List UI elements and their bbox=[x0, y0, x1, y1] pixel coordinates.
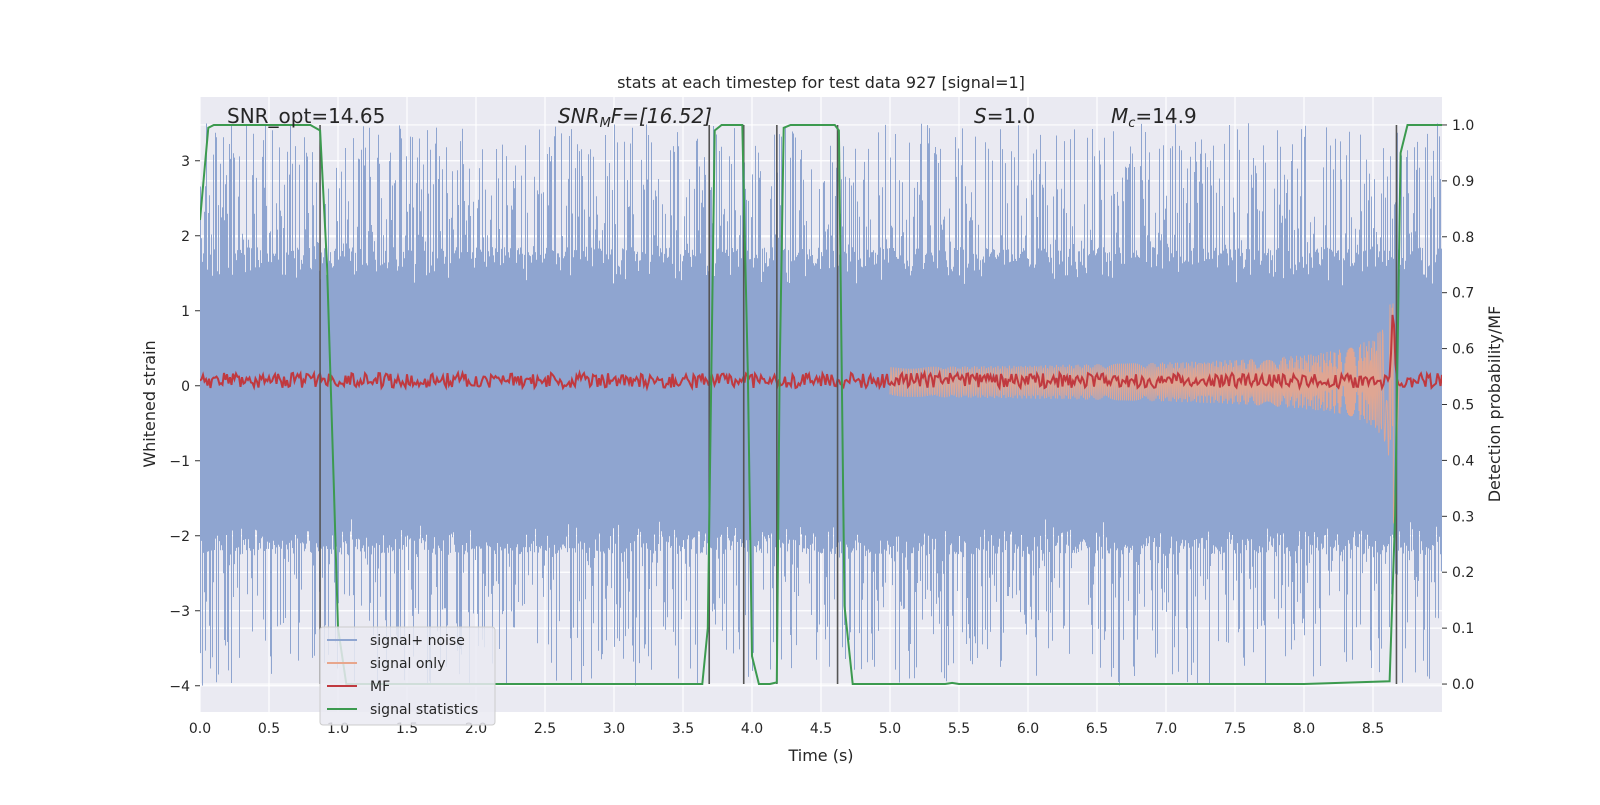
y-right-axis-label: Detection probability/MF bbox=[1485, 306, 1504, 503]
y-tick-label: −4 bbox=[169, 679, 190, 695]
x-tick-label: 7.0 bbox=[1155, 721, 1177, 737]
x-tick-label: 2.5 bbox=[534, 721, 556, 737]
signal-noise-series bbox=[200, 123, 1442, 686]
y-tick-label: −2 bbox=[169, 529, 190, 545]
legend-label-mf: MF bbox=[370, 679, 390, 695]
x-tick-label: 8.0 bbox=[1293, 721, 1315, 737]
y-right-tick-label: 0.8 bbox=[1452, 230, 1474, 246]
y-right-tick-label: 0.3 bbox=[1452, 509, 1474, 525]
y-tick-label: −1 bbox=[169, 454, 190, 470]
y-axis-label: Whitened strain bbox=[140, 340, 159, 467]
x-tick-label: 4.0 bbox=[741, 721, 763, 737]
signal-statistics-line bbox=[200, 124, 1442, 685]
y-right-tick-label: 0.9 bbox=[1452, 174, 1474, 190]
legend: signal+ noise signal only MF signal stat… bbox=[319, 626, 496, 726]
annotation-snr-mf-name: SNR bbox=[558, 104, 600, 128]
annotation-s-value: =1.0 bbox=[987, 104, 1036, 128]
y-right-axis-ticks: 0.0 0.1 0.2 0.3 0.4 0.5 0.6 0.7 0.8 0.9 1.0 bbox=[1442, 118, 1474, 693]
annotation-mc-value: =14.9 bbox=[1135, 104, 1196, 128]
y-right-tick-label: 0.6 bbox=[1452, 342, 1474, 358]
x-tick-label: 5.5 bbox=[948, 721, 970, 737]
y-right-tick-label: 0.4 bbox=[1452, 453, 1474, 469]
plot-area bbox=[200, 123, 1442, 686]
annotation-snr-mf-tail: F=[16.52] bbox=[611, 104, 712, 128]
x-tick-label: 7.5 bbox=[1224, 721, 1246, 737]
x-tick-label: 6.0 bbox=[1017, 721, 1039, 737]
y-right-tick-label: 0.2 bbox=[1452, 565, 1474, 581]
annotation-s-name: S bbox=[974, 104, 987, 128]
annotation-mc-sub: c bbox=[1128, 116, 1135, 131]
y-axis-ticks: −4 −3 −2 −1 0 1 2 3 bbox=[169, 154, 200, 695]
annotation-snr-opt: SNR_opt=14.65 bbox=[227, 104, 385, 128]
y-tick-label: 0 bbox=[181, 379, 190, 395]
annotation-snr-mf-sub: M bbox=[600, 116, 611, 131]
y-right-tick-label: 1.0 bbox=[1452, 118, 1474, 134]
annotation-mc: Mc=14.9 bbox=[1111, 104, 1197, 131]
x-tick-label: 3.5 bbox=[672, 721, 694, 737]
mf-series bbox=[200, 314, 1442, 392]
annotation-snr-mf: SNRMF=[16.52] bbox=[558, 104, 712, 131]
x-tick-label: 3.0 bbox=[603, 721, 625, 737]
y-tick-label: 2 bbox=[181, 229, 190, 245]
x-tick-label: 0.5 bbox=[258, 721, 280, 737]
y-tick-label: 3 bbox=[181, 154, 190, 170]
legend-box bbox=[319, 626, 496, 726]
legend-label-signal-noise: signal+ noise bbox=[370, 633, 465, 649]
chart-title: stats at each timestep for test data 927… bbox=[617, 73, 1025, 92]
annotation-mc-name: M bbox=[1111, 104, 1128, 128]
x-axis-label: Time (s) bbox=[787, 746, 853, 765]
x-tick-label: 0.0 bbox=[189, 721, 211, 737]
x-tick-label: 8.5 bbox=[1362, 721, 1384, 737]
mf-line bbox=[200, 314, 1442, 392]
y-tick-label: −3 bbox=[169, 604, 190, 620]
y-right-tick-label: 0.7 bbox=[1452, 286, 1474, 302]
annotation-s: S=1.0 bbox=[974, 104, 1035, 128]
y-right-tick-label: 0.1 bbox=[1452, 621, 1474, 637]
y-right-tick-label: 0.5 bbox=[1452, 398, 1474, 414]
y-right-tick-label: 0.0 bbox=[1452, 677, 1474, 693]
x-tick-label: 4.5 bbox=[810, 721, 832, 737]
legend-label-signal-only: signal only bbox=[370, 656, 445, 672]
x-tick-label: 6.5 bbox=[1086, 721, 1108, 737]
signal-noise-line bbox=[200, 123, 1442, 686]
signal-statistics-series bbox=[200, 124, 1442, 685]
x-tick-label: 5.0 bbox=[879, 721, 901, 737]
legend-label-signal-statistics: signal statistics bbox=[370, 702, 478, 718]
y-tick-label: 1 bbox=[181, 304, 190, 320]
